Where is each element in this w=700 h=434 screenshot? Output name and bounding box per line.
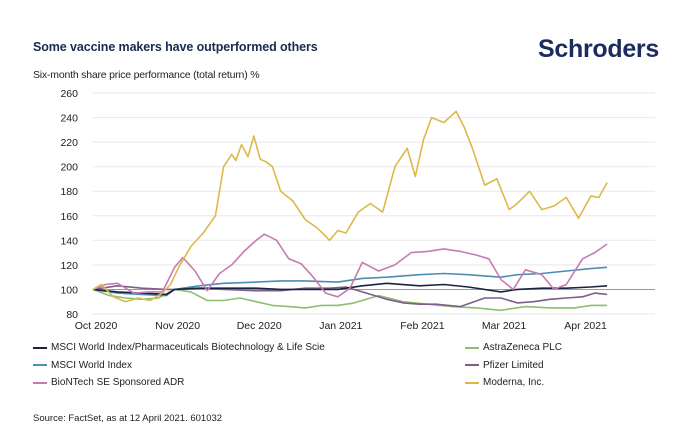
source-note: Source: FactSet, as at 12 April 2021. 60… bbox=[33, 413, 223, 424]
legend-swatch bbox=[33, 381, 47, 384]
legend-label: MSCI World Index/Pharmaceuticals Biotech… bbox=[51, 342, 325, 354]
legend-label: MSCI World Index bbox=[51, 359, 132, 371]
line-chart: 80 100 120 140 160 180 200 220 240 260 Oct 2020 No… bbox=[60, 88, 655, 332]
x-tick-label: Apr 2021 bbox=[564, 320, 607, 332]
legend-label: Pfizer Limited bbox=[483, 359, 544, 371]
series-line-biontech-se-sponsored-adr bbox=[92, 233, 608, 298]
x-tick-label: Feb 2021 bbox=[400, 320, 445, 332]
y-tick-label: 160 bbox=[60, 211, 78, 223]
legend-swatch bbox=[465, 381, 479, 384]
y-tick-label: 260 bbox=[60, 88, 78, 100]
y-axis-ticks: 80 100 120 140 160 180 200 220 240 260 bbox=[60, 88, 78, 321]
legend-item: MSCI World Index/Pharmaceuticals Biotech… bbox=[33, 339, 325, 357]
y-tick-label: 200 bbox=[60, 162, 78, 174]
legend-label: BioNTech SE Sponsored ADR bbox=[51, 377, 185, 389]
y-tick-label: 180 bbox=[60, 186, 78, 198]
legend-item: BioNTech SE Sponsored ADR bbox=[33, 374, 325, 392]
x-axis-ticks: Oct 2020 Nov 2020 Dec 2020 Jan 2021 Feb 2021… bbox=[75, 320, 607, 332]
y-tick-label: 220 bbox=[60, 137, 78, 149]
x-tick-label: Nov 2020 bbox=[155, 320, 200, 332]
legend-swatch bbox=[33, 364, 47, 367]
legend-label: AstraZeneca PLC bbox=[483, 342, 562, 354]
chart-subtitle: Six-month share price performance (total… bbox=[33, 69, 260, 81]
legend-item: Moderna, Inc. bbox=[465, 374, 562, 392]
legend-label: Moderna, Inc. bbox=[483, 377, 545, 389]
legend-left-column: MSCI World Index/Pharmaceuticals Biotech… bbox=[33, 339, 325, 392]
legend-swatch bbox=[465, 346, 479, 349]
x-tick-label: Oct 2020 bbox=[75, 320, 118, 332]
y-tick-label: 120 bbox=[60, 260, 78, 272]
chart-title: Some vaccine makers have outperformed ot… bbox=[33, 40, 318, 54]
y-tick-label: 100 bbox=[60, 284, 78, 296]
brand-logo: Schroders bbox=[538, 35, 659, 63]
legend-swatch bbox=[465, 364, 479, 367]
y-tick-label: 80 bbox=[66, 309, 78, 321]
y-tick-label: 240 bbox=[60, 113, 78, 125]
legend-item: Pfizer Limited bbox=[465, 357, 562, 375]
grid-lines bbox=[93, 92, 655, 315]
y-tick-label: 140 bbox=[60, 235, 78, 247]
x-tick-label: Mar 2021 bbox=[482, 320, 527, 332]
x-tick-label: Dec 2020 bbox=[237, 320, 282, 332]
legend-item: AstraZeneca PLC bbox=[465, 339, 562, 357]
legend-swatch bbox=[33, 346, 47, 349]
series-line-moderna-inc bbox=[92, 110, 608, 303]
series-lines bbox=[92, 110, 608, 312]
x-tick-label: Jan 2021 bbox=[319, 320, 362, 332]
legend-right-column: AstraZeneca PLC Pfizer Limited Moderna, In… bbox=[465, 339, 562, 392]
legend-item: MSCI World Index bbox=[33, 357, 325, 375]
